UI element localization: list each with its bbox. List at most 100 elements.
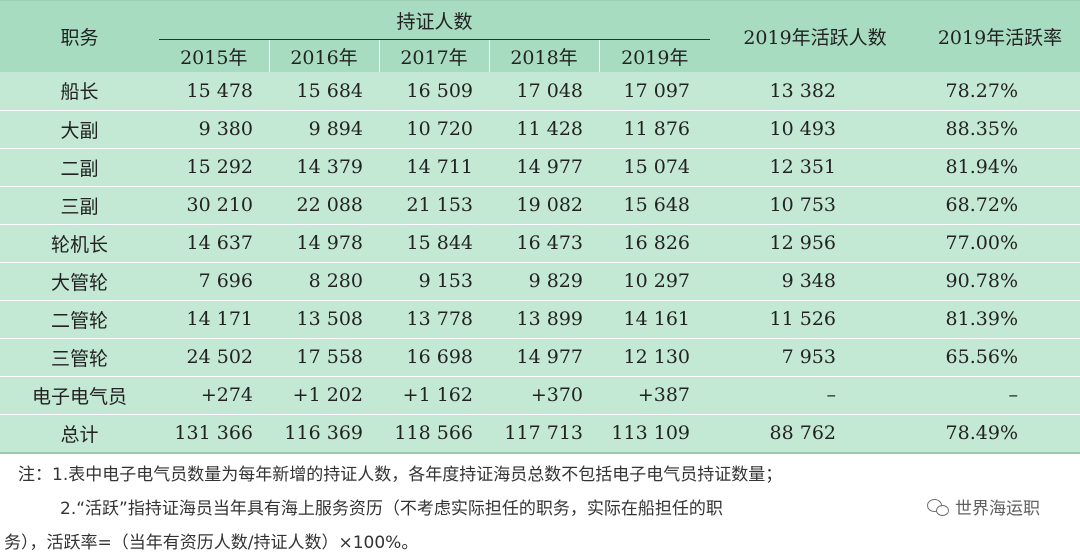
cell-2019: +387 — [599, 375, 710, 414]
cell-2016: 8 280 — [269, 261, 379, 300]
row-role: 大副 — [0, 109, 159, 148]
cell-2015: 15 292 — [159, 147, 269, 186]
cell-2019: 17 097 — [623, 79, 690, 102]
cell-rate: 81.39% — [920, 299, 1080, 338]
cell-2016: 9 894 — [269, 109, 379, 148]
cell-active: 88 762 — [710, 413, 920, 454]
header-role: 职务 — [0, 0, 159, 72]
cell-2017: 15 844 — [379, 223, 489, 262]
cell-active: 10 493 — [710, 109, 920, 148]
cell-rate: 78.27% — [945, 79, 1018, 102]
table-row: 轮机长 14 637 14 978 15 844 16 473 16 826 1… — [0, 223, 1080, 262]
cell-2018: 16 473 — [489, 223, 599, 262]
cell-2015: 14 171 — [159, 299, 269, 338]
cell-rate: 90.78% — [920, 261, 1080, 300]
cell-2016: 116 369 — [269, 413, 379, 454]
cell-2018: 17 048 — [516, 79, 583, 102]
row-role: 轮机长 — [0, 223, 159, 262]
cell-2016: 15 684 — [296, 79, 363, 102]
header-active-2019: 2019年活跃人数 — [710, 0, 920, 72]
table-row: 二管轮 14 171 13 508 13 778 13 899 14 161 1… — [0, 299, 1080, 338]
cell-2017: 16 698 — [379, 337, 489, 376]
header-year-2016: 2016年 — [268, 39, 379, 72]
cell-2019: 113 109 — [599, 413, 710, 454]
row-role: 二副 — [0, 147, 159, 186]
table-row: 二副 15 292 14 379 14 711 14 977 15 074 12… — [0, 147, 1080, 186]
cell-2017: 10 720 — [379, 109, 489, 148]
cell-2019: 15 648 — [599, 185, 710, 224]
cell-2015: 30 210 — [159, 185, 269, 224]
cell-2018: 14 977 — [489, 147, 599, 186]
cell-2018: 11 428 — [489, 109, 599, 148]
table-row: 电子电气员 +274 +1 202 +1 162 +370 +387 – – — [0, 375, 1080, 414]
cell-2019: 15 074 — [599, 147, 710, 186]
cell-2019: 16 826 — [599, 223, 710, 262]
cell-2016: 14 978 — [269, 223, 379, 262]
cell-2018: 19 082 — [489, 185, 599, 224]
cell-active: – — [710, 375, 920, 414]
cell-active: 12 351 — [710, 147, 920, 186]
table-row-total: 总计 131 366 116 369 118 566 117 713 113 1… — [0, 413, 1080, 454]
cell-2016: +1 202 — [269, 375, 379, 414]
cell-2015: 7 696 — [159, 261, 269, 300]
note-line-1: 注：1.表中电子电气员数量为每年新增的持证人数，各年度持证海员总数不包括电子电气… — [18, 465, 783, 485]
cell-2016: 14 379 — [269, 147, 379, 186]
cell-2017: 21 153 — [379, 185, 489, 224]
cell-rate: 77.00% — [920, 223, 1080, 262]
cell-active: 11 526 — [710, 299, 920, 338]
cell-2018: 117 713 — [489, 413, 599, 454]
cell-2017: 118 566 — [379, 413, 489, 454]
table-row: 大副 9 380 9 894 10 720 11 428 11 876 10 4… — [0, 109, 1080, 148]
cell-2015: 9 380 — [159, 109, 269, 148]
cell-2015: 14 637 — [159, 223, 269, 262]
cell-2019: 10 297 — [599, 261, 710, 300]
cell-active: 7 953 — [710, 337, 920, 376]
row-role: 二管轮 — [0, 299, 159, 338]
cell-2017: 16 509 — [406, 79, 473, 102]
cell-rate: 65.56% — [920, 337, 1080, 376]
note-line-3: 务），活跃率=（当年有资历人数/持证人数）×100%。 — [4, 533, 419, 553]
cell-2016: 22 088 — [269, 185, 379, 224]
cell-rate: – — [920, 375, 1080, 414]
note-line-2: 2.“活跃”指持证海员当年具有海上服务资历（不考虑实际担任的职务，实际在船担任的… — [60, 499, 723, 519]
cell-2017: +1 162 — [379, 375, 489, 414]
seafarer-certificate-table: 职务 持证人数 2019年活跃人数 2019年活跃率 2015年 2016年 2… — [0, 0, 1080, 454]
wechat-icon — [927, 498, 949, 516]
row-role: 船长 — [60, 81, 99, 104]
cell-2016: 17 558 — [269, 337, 379, 376]
table-row: 三副 30 210 22 088 21 153 19 082 15 648 10… — [0, 185, 1080, 224]
row-role: 三副 — [0, 185, 159, 224]
cell-2018: 13 899 — [489, 299, 599, 338]
cell-2019: 14 161 — [599, 299, 710, 338]
header-year-2019: 2019年 — [598, 39, 710, 72]
cell-rate: 88.35% — [920, 109, 1080, 148]
cell-2018: +370 — [489, 375, 599, 414]
watermark: 世界海运职 — [927, 494, 1040, 519]
cell-active: 12 956 — [710, 223, 920, 262]
cell-2018: 14 977 — [489, 337, 599, 376]
cell-2015: 15 478 — [186, 79, 253, 102]
table-notes: 注：1.表中电子电气员数量为每年新增的持证人数，各年度持证海员总数不包括电子电气… — [0, 458, 1080, 560]
row-role: 大管轮 — [0, 261, 159, 300]
header-year-2017: 2017年 — [378, 39, 489, 72]
header-active-rate-2019: 2019年活跃率 — [920, 0, 1080, 72]
cell-2015: +274 — [159, 375, 269, 414]
row-role: 电子电气员 — [0, 375, 159, 414]
cell-2015: 24 502 — [159, 337, 269, 376]
cell-2016: 13 508 — [269, 299, 379, 338]
table-row: 大管轮 7 696 8 280 9 153 9 829 10 297 9 348… — [0, 261, 1080, 300]
cell-active: 13 382 — [769, 79, 836, 102]
header-certified-group: 持证人数 — [159, 0, 710, 40]
cell-2015: 131 366 — [159, 413, 269, 454]
cell-2019: 11 876 — [599, 109, 710, 148]
cell-rate: 81.94% — [920, 147, 1080, 186]
table-row: 三管轮 24 502 17 558 16 698 14 977 12 130 7… — [0, 337, 1080, 376]
header-year-2015: 2015年 — [159, 39, 269, 72]
table-row: 船长 15 478 15 684 16 509 17 048 17 097 13… — [0, 72, 1080, 110]
row-role: 三管轮 — [0, 337, 159, 376]
cell-2018: 9 829 — [489, 261, 599, 300]
cell-rate: 78.49% — [920, 413, 1080, 454]
cell-2017: 14 711 — [379, 147, 489, 186]
row-role: 总计 — [0, 413, 159, 454]
